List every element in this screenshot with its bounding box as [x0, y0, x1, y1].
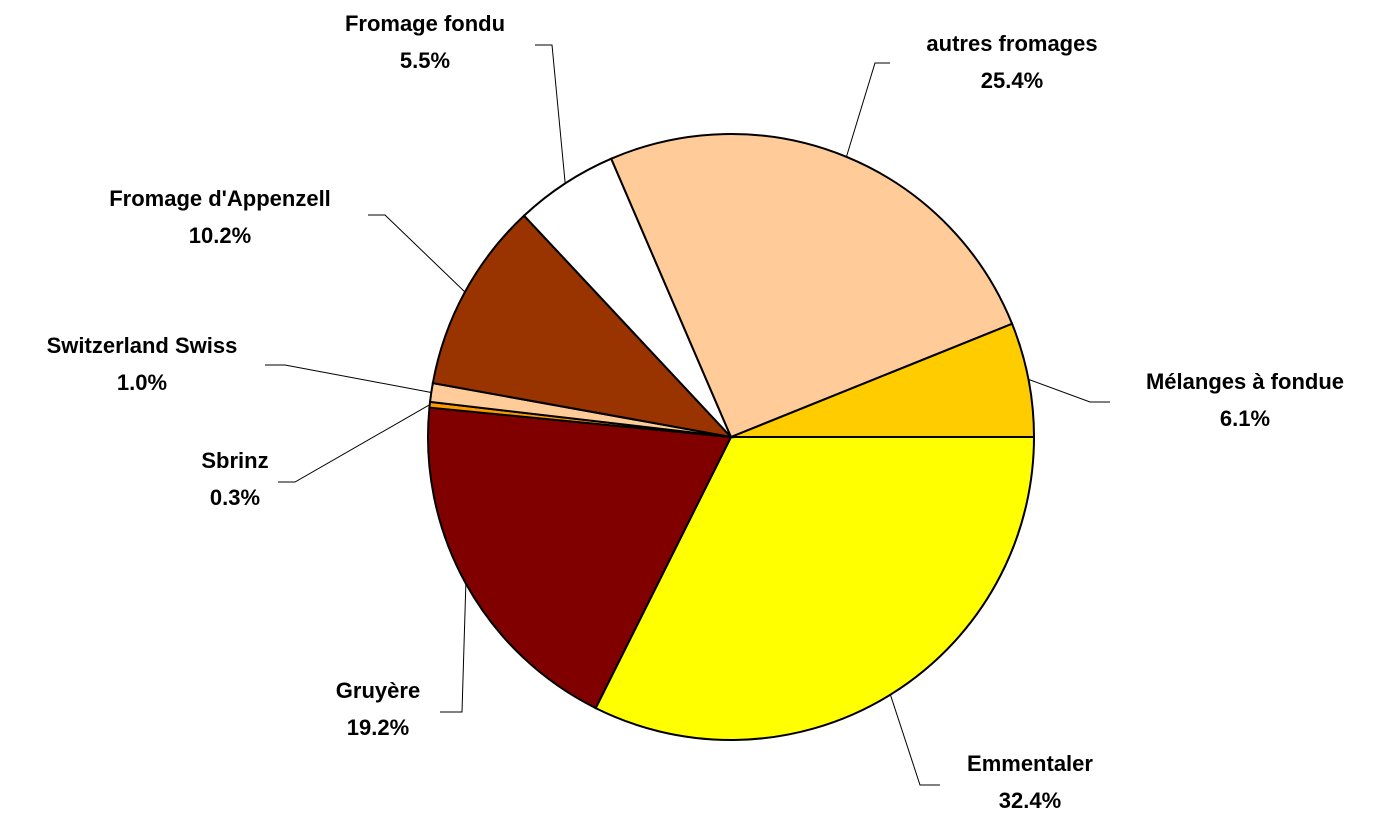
- leader-line: [845, 62, 890, 157]
- leader-line: [278, 404, 430, 483]
- slice-label: Emmentaler: [967, 751, 1093, 776]
- slice-label: Mélanges à fondue: [1146, 369, 1344, 394]
- slice-value-label: 19.2%: [347, 715, 409, 740]
- slice-value-label: 32.4%: [999, 788, 1061, 813]
- slice-value-label: 5.5%: [400, 48, 450, 73]
- leader-line: [440, 583, 467, 713]
- slice-value-label: 1.0%: [117, 370, 167, 395]
- slice-value-label: 10.2%: [189, 223, 251, 248]
- leader-line: [889, 694, 940, 786]
- slice-label: Fromage fondu: [345, 11, 505, 36]
- pie-slice: [594, 436, 1036, 741]
- slice-value-label: 6.1%: [1220, 406, 1270, 431]
- leader-line: [535, 44, 566, 184]
- slice-label: Sbrinz: [201, 448, 268, 473]
- slice-label: autres fromages: [926, 31, 1097, 56]
- leader-line: [368, 214, 466, 293]
- slice-label: Fromage d'Appenzell: [109, 186, 331, 211]
- leader-line: [265, 364, 432, 393]
- slice-value-label: 25.4%: [981, 68, 1043, 93]
- slice-label: Gruyère: [336, 678, 420, 703]
- slice-label: Switzerland Swiss: [47, 333, 238, 358]
- slice-value-label: 0.3%: [210, 485, 260, 510]
- leader-line: [1028, 378, 1110, 403]
